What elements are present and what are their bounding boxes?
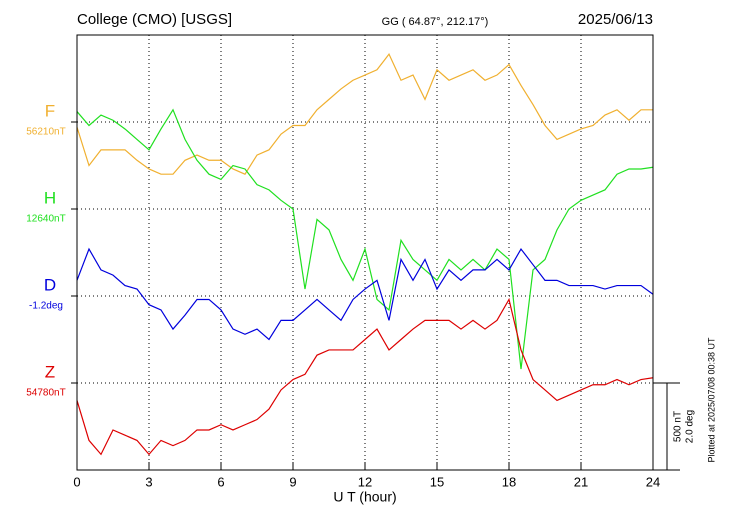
x-tick-label: 24 [646, 474, 660, 489]
x-tick-label: 15 [430, 474, 444, 489]
trace [76, 52, 653, 175]
chart-title: College (CMO) [USGS] [77, 11, 232, 28]
x-tick-label: 6 [217, 474, 224, 489]
x-tick-label: 21 [574, 474, 588, 489]
chart-subtitle: GG ( 64.87°, 212.17°) [382, 16, 489, 28]
x-tick-label: 3 [145, 474, 152, 489]
series-name: D [44, 275, 56, 294]
trace [76, 297, 654, 456]
series-baseline: 12640nT [26, 214, 65, 225]
x-tick-label: 9 [289, 474, 296, 489]
scale-bar-label: 500 nT [673, 411, 684, 442]
plot-frame [76, 34, 654, 471]
chart-date: 2025/06/13 [578, 11, 653, 28]
series-baseline: 54780nT [26, 388, 65, 399]
series-name: F [45, 101, 55, 120]
x-tick-label: 18 [502, 474, 516, 489]
x-tick-label: 12 [358, 474, 372, 489]
scale-bar-label: 2.0 deg [685, 410, 696, 443]
series-baseline: 56210nT [26, 127, 65, 138]
x-tick-label: 0 [73, 474, 80, 489]
footnote: Plotted at 2025/07/08 00:38 UT [706, 337, 716, 463]
trace [76, 108, 654, 370]
series-name: Z [45, 362, 55, 381]
series-baseline: -1.2deg [29, 301, 63, 312]
x-axis-label: U T (hour) [333, 489, 396, 505]
trace [76, 247, 654, 341]
series-name: H [44, 188, 56, 207]
